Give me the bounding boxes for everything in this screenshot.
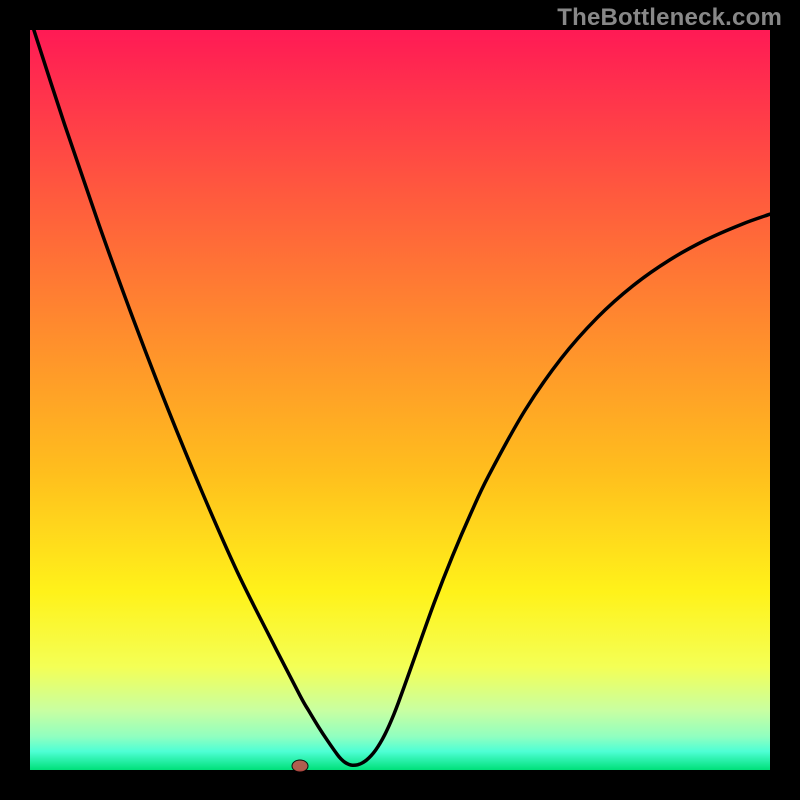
- plot-area: [30, 30, 770, 770]
- chart-container: TheBottleneck.com: [0, 0, 800, 800]
- watermark-text: TheBottleneck.com: [557, 4, 782, 32]
